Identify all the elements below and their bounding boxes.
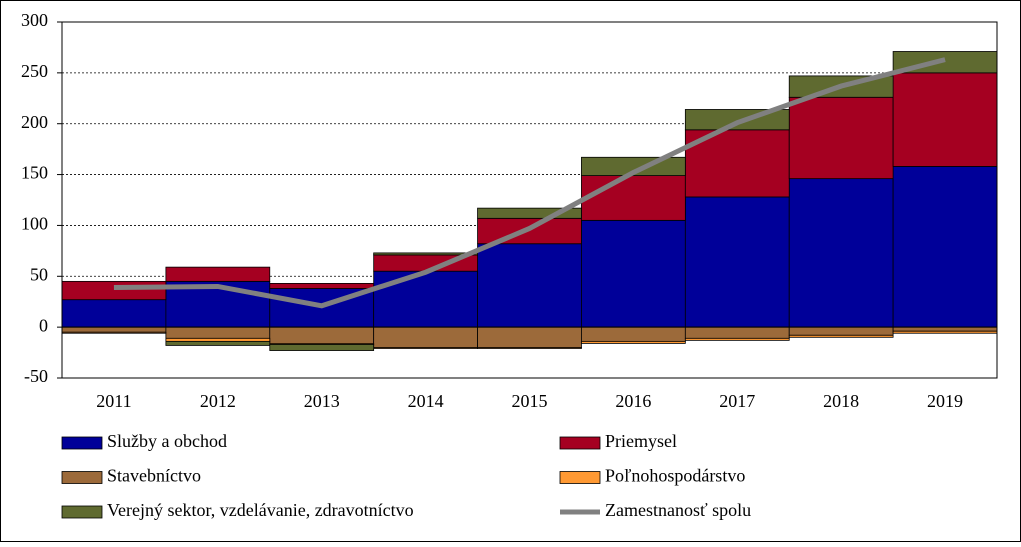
- bar: [373, 252, 478, 256]
- bar: [373, 326, 478, 348]
- x-tick-label: 2014: [408, 391, 444, 411]
- x-tick-label: 2016: [615, 391, 651, 411]
- bar: [892, 72, 998, 167]
- bar: [373, 270, 478, 328]
- bar: [61, 299, 167, 328]
- y-tick-label: 200: [21, 112, 48, 132]
- line: [113, 57, 946, 309]
- legend-swatch: [61, 505, 103, 519]
- legend-label: Verejný sektor, vzdelávanie, zdravotníct…: [107, 500, 414, 520]
- bar: [892, 166, 998, 328]
- bar: [684, 196, 790, 328]
- bar: [165, 337, 271, 342]
- legend-label: Stavebníctvo: [107, 466, 201, 486]
- bar: [165, 326, 271, 339]
- bar: [61, 280, 167, 301]
- plot-frame: [61, 21, 998, 379]
- bar: [788, 178, 894, 328]
- legend-swatch: [559, 471, 601, 484]
- y-tick-label: 0: [39, 315, 48, 335]
- bar: [61, 331, 167, 334]
- bar: [788, 326, 894, 336]
- bar: [581, 326, 686, 342]
- bar: [788, 334, 894, 338]
- bar: [477, 207, 582, 219]
- bar: [477, 326, 582, 348]
- bar: [581, 175, 686, 221]
- legend-swatch: [559, 436, 601, 450]
- bar: [788, 96, 894, 180]
- legend-swatch: [61, 471, 103, 484]
- y-tick-label: 300: [21, 10, 48, 30]
- y-tick-label: 250: [21, 61, 48, 81]
- bar: [165, 266, 271, 282]
- bar: [581, 340, 686, 344]
- bar: [269, 326, 375, 344]
- bar: [269, 283, 375, 289]
- legend-label: Služby a obchod: [107, 431, 227, 451]
- bar: [684, 326, 790, 339]
- bar: [477, 243, 582, 328]
- y-tick-label: 150: [21, 163, 48, 183]
- x-tick-label: 2018: [823, 391, 859, 411]
- bar: [581, 219, 686, 328]
- bar: [892, 326, 998, 332]
- y-tick-label: 50: [30, 264, 48, 284]
- x-tick-label: 2019: [927, 391, 963, 411]
- legend-swatch: [61, 436, 103, 450]
- y-tick-label: -50: [24, 366, 48, 386]
- bar: [165, 340, 271, 346]
- bar: [684, 337, 790, 341]
- legend-label: Priemysel: [605, 431, 677, 451]
- x-tick-label: 2017: [719, 391, 755, 411]
- bar: [269, 344, 375, 351]
- bar: [61, 326, 167, 333]
- x-tick-label: 2013: [304, 391, 340, 411]
- bar: [892, 330, 998, 334]
- bar: [477, 347, 582, 349]
- x-tick-label: 2011: [96, 391, 131, 411]
- bar: [373, 347, 478, 349]
- legend-label: Poľnohospodárstvo: [605, 466, 745, 486]
- x-tick-label: 2015: [512, 391, 548, 411]
- legend-label: Zamestnanosť spolu: [605, 500, 751, 520]
- y-tick-label: 100: [21, 214, 48, 234]
- x-tick-label: 2012: [200, 391, 236, 411]
